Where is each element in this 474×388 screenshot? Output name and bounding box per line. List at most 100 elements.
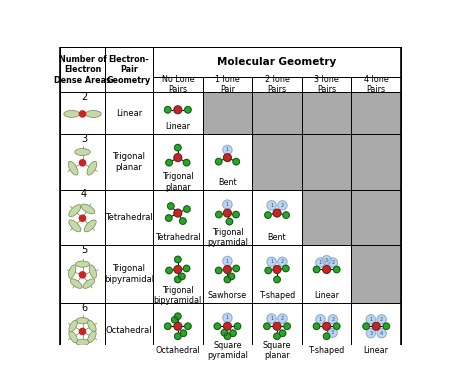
Ellipse shape [75, 261, 90, 267]
Bar [153, 134, 202, 190]
Circle shape [323, 322, 330, 330]
Bar [60, 92, 105, 134]
Bar [252, 245, 302, 303]
Ellipse shape [69, 320, 77, 332]
Ellipse shape [76, 318, 89, 324]
Text: 3: 3 [81, 134, 87, 144]
Ellipse shape [68, 161, 78, 175]
Circle shape [215, 267, 222, 274]
Bar [153, 303, 202, 359]
Circle shape [165, 215, 172, 221]
Text: 2: 2 [331, 260, 334, 265]
Bar [153, 76, 202, 92]
Bar [351, 134, 401, 190]
Bar [153, 190, 202, 245]
Text: Linear: Linear [364, 346, 389, 355]
Circle shape [174, 209, 182, 217]
Circle shape [274, 333, 280, 340]
Ellipse shape [70, 279, 82, 288]
Circle shape [185, 107, 191, 113]
Circle shape [174, 333, 181, 340]
Circle shape [383, 323, 390, 329]
Circle shape [234, 323, 241, 329]
Text: 2 lone
Pairs: 2 lone Pairs [264, 74, 290, 94]
Bar [153, 92, 202, 134]
Circle shape [328, 315, 337, 324]
Circle shape [174, 313, 181, 319]
Text: Sawhorse: Sawhorse [208, 291, 247, 300]
Circle shape [328, 328, 337, 338]
Text: Trigonal
bipyramidal: Trigonal bipyramidal [104, 264, 154, 284]
Text: 2: 2 [81, 92, 87, 102]
Circle shape [185, 323, 191, 329]
Circle shape [322, 256, 331, 265]
Text: Bent: Bent [218, 178, 237, 187]
Circle shape [284, 323, 291, 329]
Bar [202, 134, 252, 190]
Ellipse shape [75, 149, 90, 156]
Circle shape [164, 323, 171, 329]
Text: 1: 1 [369, 317, 373, 322]
Text: Bent: Bent [268, 233, 286, 242]
Bar [351, 303, 401, 359]
Circle shape [316, 258, 325, 267]
Bar [105, 134, 153, 190]
Ellipse shape [69, 205, 81, 217]
Text: Trigonal
pyramidal: Trigonal pyramidal [207, 228, 248, 247]
Bar [202, 303, 252, 359]
Bar [302, 134, 351, 190]
Ellipse shape [89, 265, 97, 278]
Circle shape [216, 211, 222, 218]
Bar [351, 190, 401, 245]
Bar [105, 190, 153, 245]
Circle shape [214, 323, 220, 329]
Text: 4: 4 [380, 331, 383, 336]
Ellipse shape [87, 161, 97, 175]
Ellipse shape [86, 111, 101, 118]
Text: 2: 2 [331, 317, 334, 322]
Circle shape [366, 315, 375, 324]
Bar [202, 190, 252, 245]
Text: T-shaped: T-shaped [309, 346, 345, 355]
Circle shape [283, 212, 289, 218]
Circle shape [264, 212, 271, 218]
Text: No Lone
Pairs: No Lone Pairs [162, 74, 194, 94]
Text: 3: 3 [369, 331, 373, 336]
Circle shape [313, 266, 320, 273]
Text: 4 lone
Pairs: 4 lone Pairs [364, 74, 389, 94]
Circle shape [80, 160, 86, 166]
Circle shape [224, 266, 231, 273]
Text: 1: 1 [226, 258, 229, 263]
Circle shape [267, 314, 276, 323]
Circle shape [80, 215, 86, 221]
Bar [202, 92, 252, 134]
Ellipse shape [69, 220, 81, 232]
Circle shape [164, 107, 171, 113]
Circle shape [233, 211, 239, 218]
Bar [302, 190, 351, 245]
Text: 1: 1 [270, 259, 273, 264]
Text: 3 lone
Pairs: 3 lone Pairs [314, 74, 339, 94]
Text: 3: 3 [325, 258, 328, 263]
Circle shape [223, 200, 232, 209]
Circle shape [230, 330, 236, 336]
Text: 1 lone
Pair: 1 lone Pair [215, 74, 240, 94]
Bar [60, 134, 105, 190]
Text: Tetrahedral: Tetrahedral [155, 233, 201, 242]
Circle shape [166, 159, 173, 166]
Circle shape [223, 256, 232, 266]
Text: Square
pyramidal: Square pyramidal [207, 341, 248, 360]
Circle shape [180, 330, 187, 336]
Circle shape [264, 323, 270, 329]
Text: Octahedral: Octahedral [155, 346, 200, 355]
Ellipse shape [88, 320, 96, 332]
Circle shape [265, 267, 272, 274]
Circle shape [316, 315, 325, 324]
Circle shape [279, 330, 286, 336]
Circle shape [167, 203, 174, 209]
Bar [351, 92, 401, 134]
Text: Linear: Linear [314, 291, 339, 300]
Circle shape [174, 144, 181, 151]
Text: 4: 4 [81, 189, 87, 199]
Text: T-shaped: T-shaped [259, 291, 295, 300]
